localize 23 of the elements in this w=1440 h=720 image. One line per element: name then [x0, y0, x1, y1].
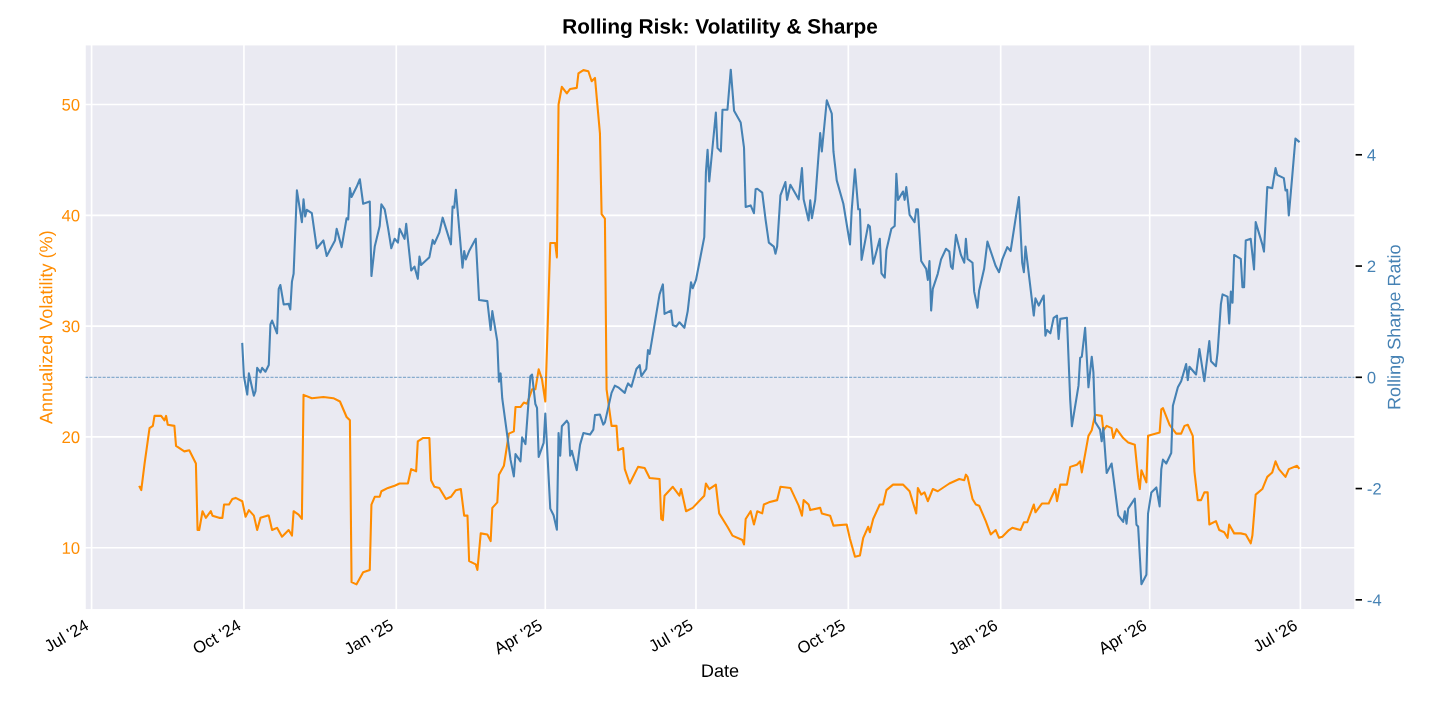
- x-tick-label: Jul '26: [1251, 618, 1299, 653]
- x-tick-label: Jan '25: [342, 618, 395, 656]
- chart-title: Rolling Risk: Volatility & Sharpe: [563, 18, 878, 38]
- x-tick-label: Apr '26: [1096, 618, 1150, 658]
- x-tick-label: Oct '25: [796, 618, 847, 655]
- y-axis-title: Annualized Volatility (%): [39, 231, 57, 425]
- y-tick-label: 40: [61, 209, 80, 222]
- x-tick-label: Apr '25: [492, 618, 545, 658]
- x-tick-label: Jul '24: [42, 618, 90, 653]
- y2-tick-label: 2: [1367, 260, 1376, 273]
- y2-tick-label: -2: [1367, 482, 1381, 495]
- y-tick-label: 20: [62, 431, 80, 444]
- y-tick-label: 30: [62, 320, 80, 333]
- y-tick-label: 50: [62, 98, 80, 111]
- x-tick-label: Jan '26: [947, 618, 999, 656]
- y2-axis-title: Rolling Sharpe Ratio: [1387, 245, 1405, 409]
- y2-tick-label: 4: [1367, 149, 1376, 161]
- y2-tick-label: -4: [1367, 594, 1382, 606]
- x-axis-title: Date: [702, 664, 739, 678]
- y-tick-label: 10: [62, 542, 80, 554]
- y2-tick-label: 0: [1367, 371, 1376, 384]
- x-tick-label: Jul '25: [647, 618, 694, 653]
- x-tick-label: Oct '24: [191, 618, 242, 655]
